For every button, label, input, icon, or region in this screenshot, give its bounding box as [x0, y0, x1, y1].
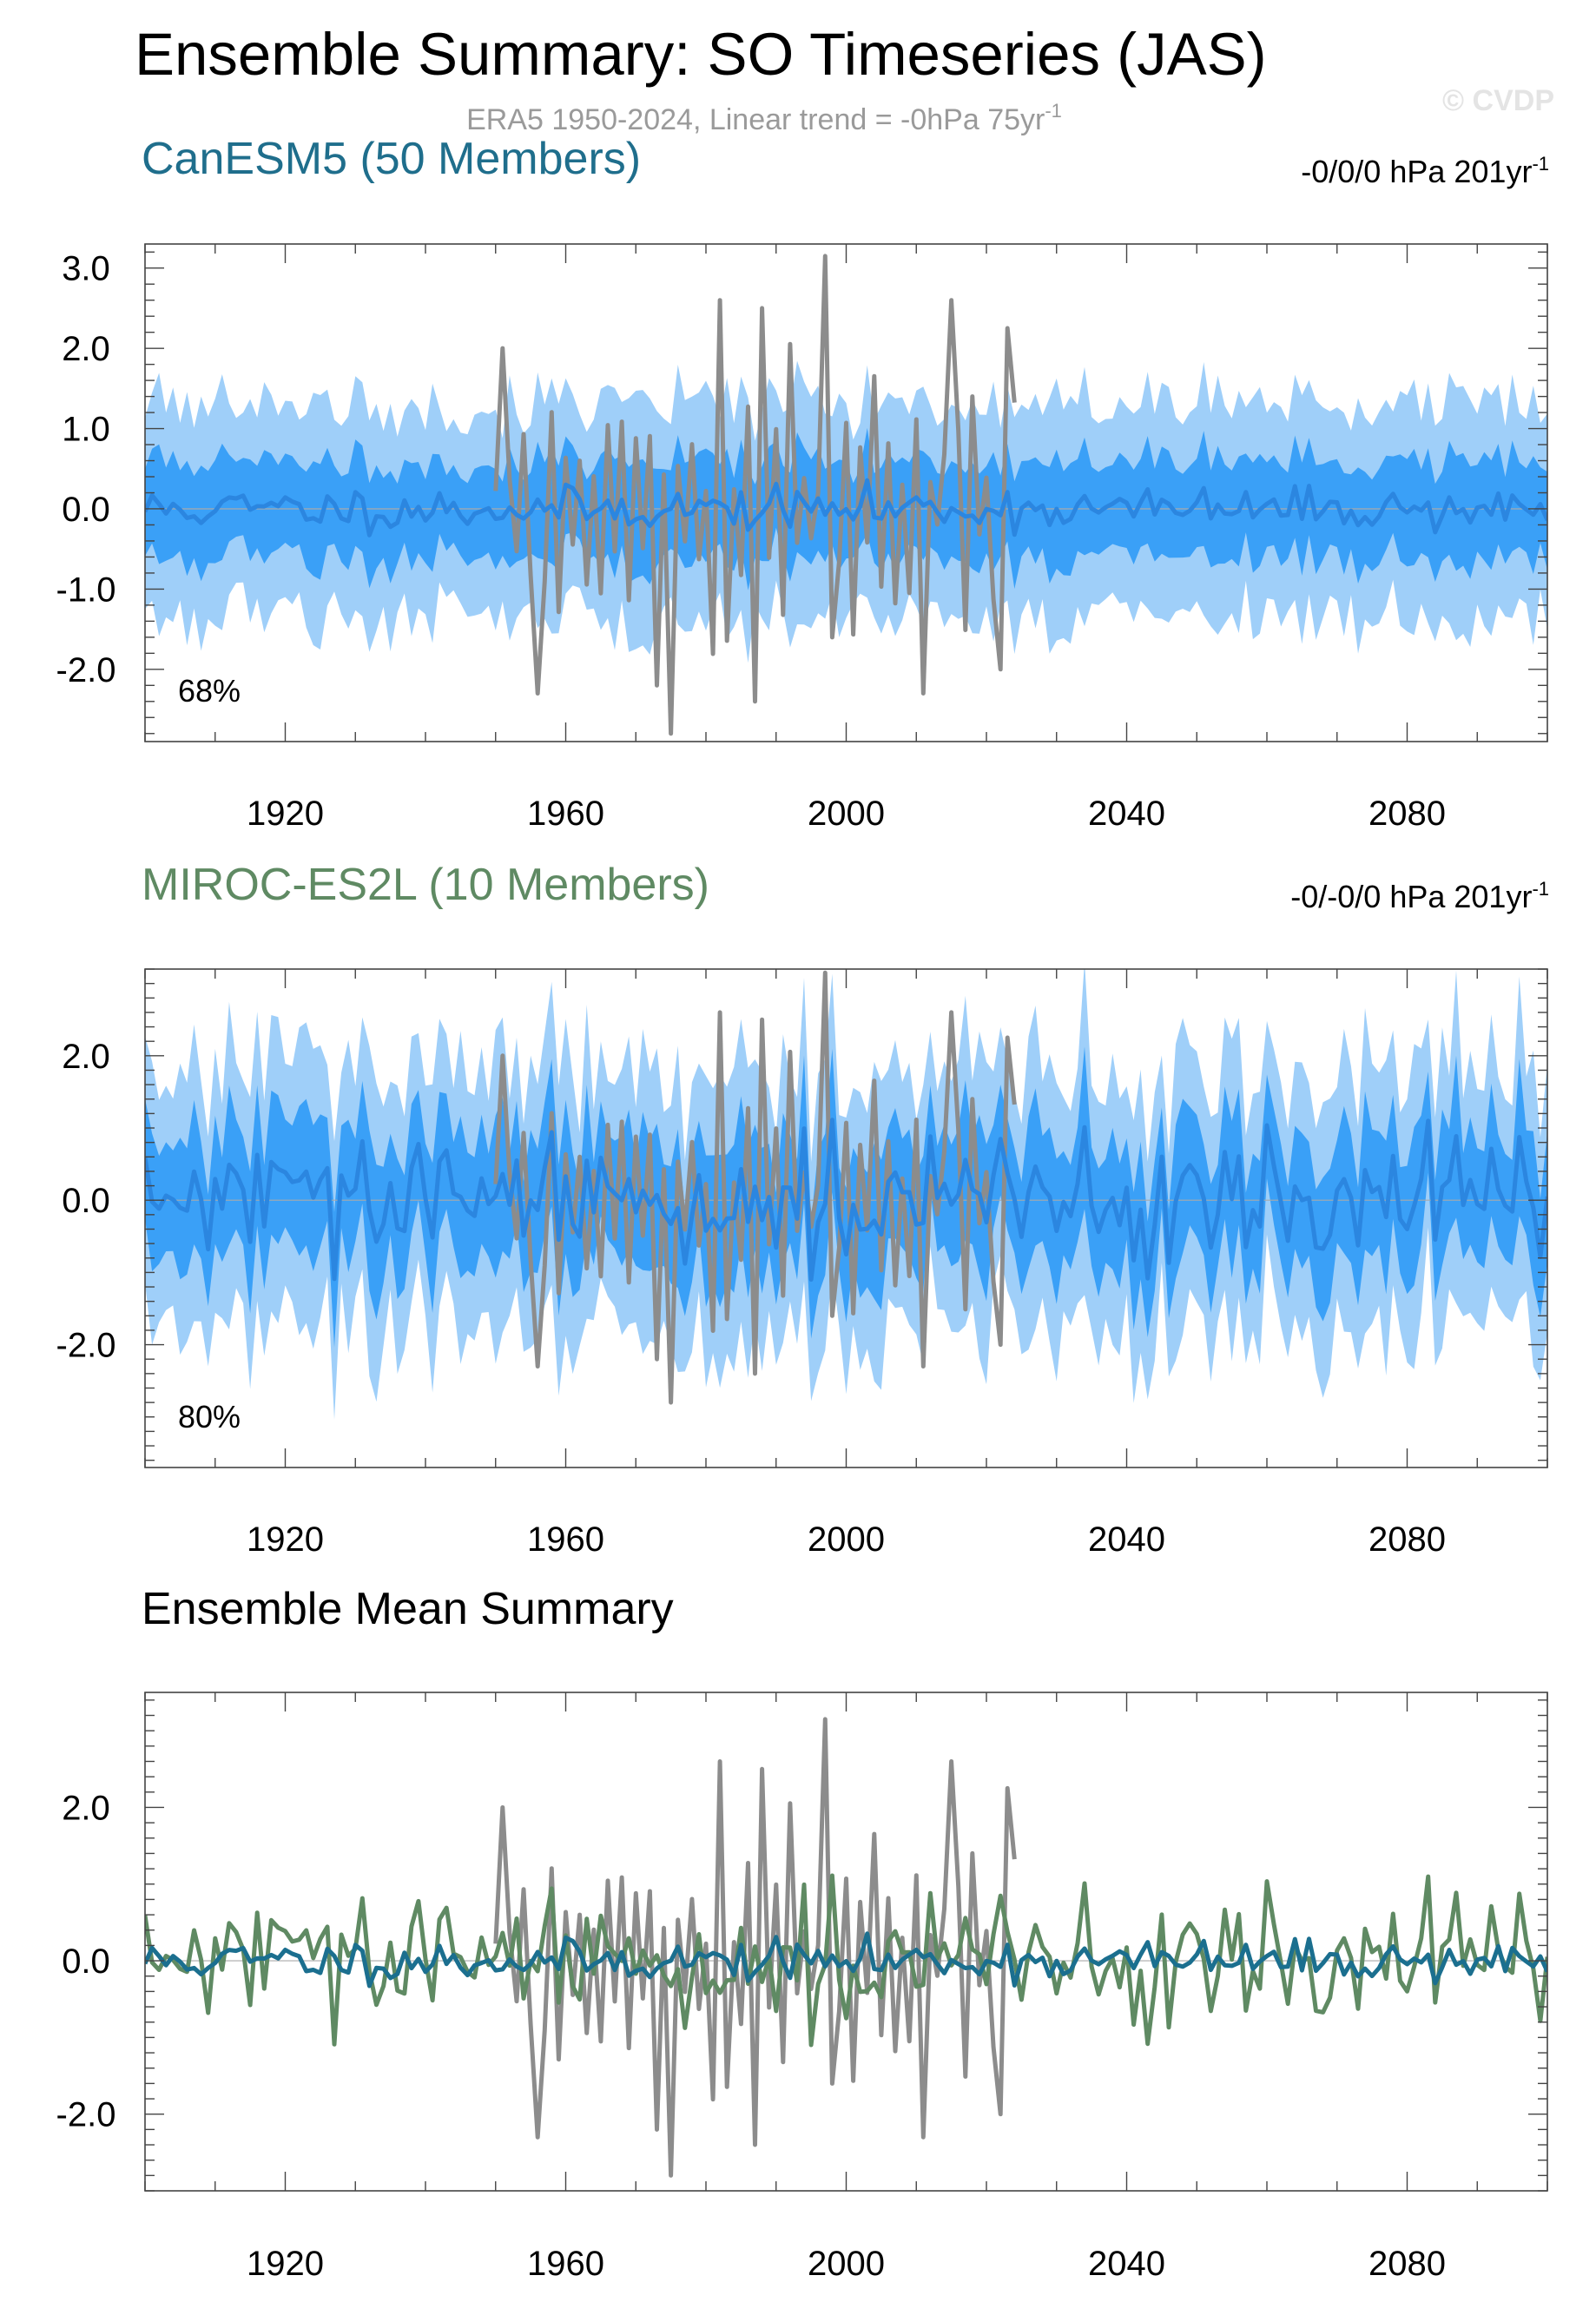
cvdp-watermark: © CVDP — [1442, 84, 1554, 117]
x-tick-label: 1960 — [527, 1520, 604, 1559]
y-tick-label: 0.0 — [62, 1942, 110, 1981]
trend-superscript: -1 — [1532, 153, 1549, 175]
subtitle-superscript: -1 — [1045, 100, 1062, 122]
x-tick-label: 1960 — [527, 795, 604, 833]
trend-text: -0/0/0 hPa 201yr — [1301, 154, 1532, 189]
figure-subtitle: ERA5 1950-2024, Linear trend = -0hPa 75y… — [466, 100, 1062, 136]
plot-area — [145, 254, 1547, 736]
trend-text: -0/-0/0 hPa 201yr — [1290, 879, 1532, 914]
x-tick-label: 2040 — [1088, 795, 1165, 833]
x-tick-label: 1920 — [247, 1520, 324, 1559]
panel-title: Ensemble Mean Summary — [142, 1584, 674, 1634]
trend-label: -0/0/0 hPa 201yr-1 — [1301, 153, 1549, 189]
miroc-es2l-panel: MIROC-ES2L (10 Members) -0/-0/0 hPa 201yr… — [56, 860, 1549, 1559]
plot-area — [145, 1717, 1547, 2178]
figure-title: Ensemble Summary: SO Timeseries (JAS) — [135, 21, 1267, 88]
x-tick-label: 1920 — [247, 2245, 324, 2283]
y-tick-label: 1.0 — [62, 411, 110, 449]
y-tick-label: -2.0 — [56, 1327, 116, 1365]
y-tick-label: 3.0 — [62, 250, 110, 288]
y-tick-label: 2.0 — [62, 1038, 110, 1076]
x-tick-label: 2080 — [1368, 795, 1446, 833]
x-tick-label: 1920 — [247, 795, 324, 833]
panel-title: MIROC-ES2L (10 Members) — [142, 860, 709, 910]
x-tick-label: 2000 — [808, 2245, 885, 2283]
plot-area — [145, 969, 1547, 1420]
x-tick-label: 1960 — [527, 2245, 604, 2283]
y-tick-label: 2.0 — [62, 1789, 110, 1827]
y-tick-label: -2.0 — [56, 2096, 116, 2134]
trend-superscript: -1 — [1532, 878, 1549, 900]
y-tick-label: 2.0 — [62, 330, 110, 368]
inner-spread-band — [145, 1046, 1547, 1348]
canesm5-panel: CanESM5 (50 Members) -0/0/0 hPa 201yr-1 68… — [56, 134, 1549, 833]
subtitle-text: ERA5 1950-2024, Linear trend = -0hPa 75y… — [466, 103, 1045, 136]
ensemble-mean-summary-panel: Ensemble Mean Summary 1920 1960 2000 2040 208… — [56, 1584, 1548, 2283]
y-tick-label: -1.0 — [56, 571, 116, 609]
y-tick-label: -2.0 — [56, 651, 116, 689]
x-tick-label: 2080 — [1368, 1520, 1446, 1559]
y-tick-label: 0.0 — [62, 1182, 110, 1220]
y-tick-label: 0.0 — [62, 491, 110, 529]
panel-title: CanESM5 (50 Members) — [142, 134, 641, 184]
miroc-es2l-mean-line — [145, 1873, 1547, 2048]
canesm5-mean-line — [145, 1931, 1547, 1989]
x-tick-label: 2040 — [1088, 2245, 1165, 2283]
x-tick-label: 2040 — [1088, 1520, 1165, 1559]
percent-label: 68% — [178, 673, 241, 709]
percent-label: 80% — [178, 1399, 241, 1435]
x-tick-label: 2000 — [808, 795, 885, 833]
x-tick-label: 2000 — [808, 1520, 885, 1559]
ensemble-mean-line — [145, 1118, 1547, 1282]
ensemble-mean-line — [145, 478, 1547, 538]
x-tick-label: 2080 — [1368, 2245, 1446, 2283]
trend-label: -0/-0/0 hPa 201yr-1 — [1290, 878, 1549, 914]
